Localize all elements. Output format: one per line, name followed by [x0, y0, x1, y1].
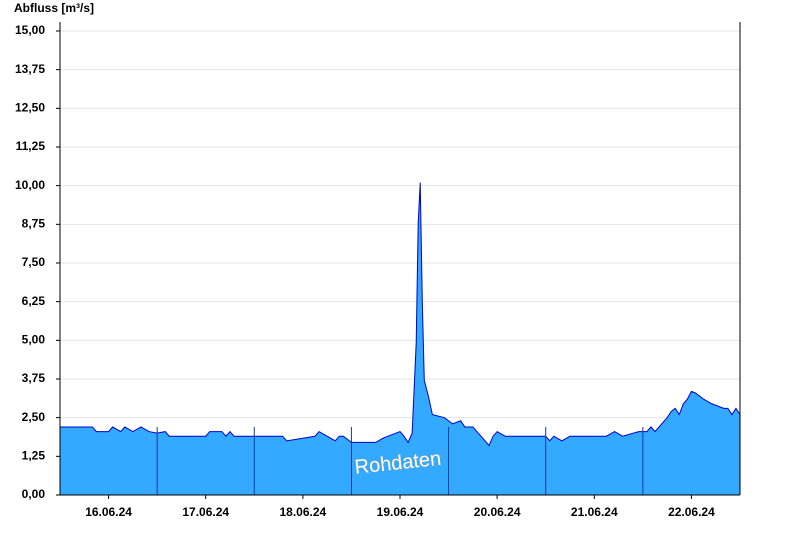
y-tick-label: 2,50 [22, 410, 46, 424]
y-tick-label: 8,75 [22, 217, 46, 231]
y-tick-label: 6,25 [22, 294, 46, 308]
y-tick-label: 5,00 [22, 333, 46, 347]
x-tick-label: 17.06.24 [182, 505, 229, 519]
x-tick-label: 16.06.24 [85, 505, 132, 519]
x-tick-label: 21.06.24 [571, 505, 618, 519]
x-tick-label: 20.06.24 [474, 505, 521, 519]
y-tick-label: 13,75 [15, 62, 45, 76]
y-tick-label: 10,00 [15, 178, 45, 192]
y-tick-label: 0,00 [22, 487, 46, 501]
y-tick-label: 3,75 [22, 371, 46, 385]
y-tick-label: 12,50 [15, 101, 45, 115]
chart-title: Abfluss [m³/s] [14, 1, 94, 15]
area [60, 182, 740, 495]
x-tick-label: 18.06.24 [279, 505, 326, 519]
y-tick-label: 1,25 [22, 449, 46, 463]
y-tick-label: 15,00 [15, 23, 45, 37]
line [60, 182, 741, 447]
y-tick-label: 11,25 [16, 139, 46, 153]
x-tick-label: 19.06.24 [377, 505, 424, 519]
y-tick-label: 7,50 [22, 255, 46, 269]
x-tick-label: 22.06.24 [668, 505, 715, 519]
